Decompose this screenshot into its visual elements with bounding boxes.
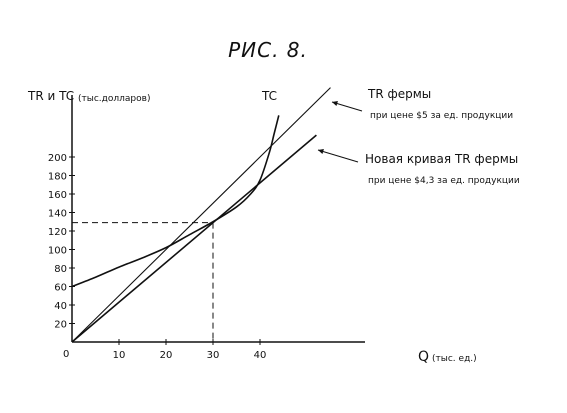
- axis-ticks: 10 20 30 40 20 40 60 80 100 120 140 160 180 200: [48, 153, 266, 361]
- guide-lines: [72, 222, 214, 342]
- tr43-leader-arrow-head: [318, 149, 324, 155]
- origin-label: 0: [63, 349, 69, 360]
- series-layer: [71, 87, 331, 343]
- y-tick-label: 200: [48, 153, 67, 164]
- y-tick-label: 160: [48, 190, 67, 201]
- y-tick-label: 180: [48, 172, 67, 183]
- y-tick-label: 60: [54, 283, 67, 294]
- y-tick-label: 140: [48, 209, 67, 220]
- tr-line-price-5: [71, 87, 331, 343]
- tr43-leader-arrow: [317, 149, 359, 163]
- x-tick-label: 40: [254, 350, 267, 361]
- y-tick-label: 120: [48, 227, 67, 238]
- y-tick-label: 40: [54, 301, 67, 312]
- y-axis-label: TR и TC: [27, 89, 74, 103]
- tr43-label-sub: при цене $4,3 за ед. продукции: [368, 176, 520, 186]
- tr5-label-sub: при цене $5 за ед. продукции: [370, 111, 513, 121]
- x-tick-label: 30: [207, 350, 220, 361]
- tr-line-price-4-3: [71, 134, 317, 343]
- x-tick-label: 20: [160, 350, 173, 361]
- x-axis-units: (тыс. ед.): [432, 354, 477, 364]
- y-tick-label: 80: [54, 264, 67, 275]
- tc-label: TC: [261, 89, 277, 103]
- x-axis-label: Q: [418, 349, 429, 365]
- tr43-label-main: Новая кривая TR фермы: [365, 152, 518, 166]
- tr5-label-main: TR фермы: [367, 87, 431, 101]
- y-tick-label: 100: [48, 246, 67, 257]
- tr5-leader-arrow-head: [332, 101, 338, 107]
- x-tick-label: 10: [113, 350, 126, 361]
- y-tick-label: 20: [54, 320, 67, 331]
- series-labels: TC TR фермы при цене $5 за ед. продукции Но…: [261, 87, 520, 186]
- y-axis-units: (тыс.долларов): [78, 94, 150, 104]
- chart-title: РИС. 8.: [228, 38, 308, 62]
- tc-curve: [71, 115, 280, 288]
